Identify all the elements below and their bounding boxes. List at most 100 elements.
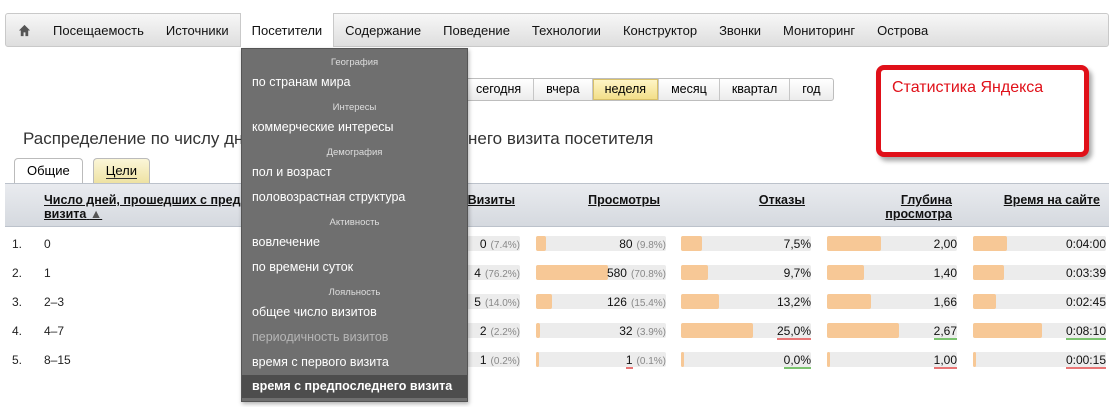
metric-value: 0 (7.4%) xyxy=(480,237,520,251)
metric-track xyxy=(681,236,811,251)
metric-percent: (0.1%) xyxy=(636,356,666,367)
menu-item-time-since-first[interactable]: время с первого визита xyxy=(252,355,389,369)
metric-value-text: 7,5% xyxy=(783,237,811,251)
metric-value: 580 (70.8%) xyxy=(607,266,666,280)
period-year[interactable]: год xyxy=(789,79,832,100)
metric-bar xyxy=(827,323,899,338)
metric-percent: (9.8%) xyxy=(636,240,666,251)
nav-item-behavior[interactable]: Поведение xyxy=(443,22,510,38)
table-row[interactable]: 3. 2–3 5 (14.0%) 126 (15.4%) 13,2% 1,66 0:02:45 xyxy=(5,289,1109,314)
metric-value-text: 4 xyxy=(474,266,481,280)
metric-value-text: 32 xyxy=(619,324,633,338)
metric-track xyxy=(681,352,811,367)
metric-bar xyxy=(827,294,871,309)
metric-value-text: 1,00 xyxy=(933,353,957,369)
row-label: 4–7 xyxy=(44,324,65,338)
annotation-text: Статистика Яндекса xyxy=(892,79,1044,96)
home-icon xyxy=(18,24,30,36)
home-button[interactable] xyxy=(6,14,42,46)
table-row[interactable]: 1. 0 0 (7.4%) 80 (9.8%) 7,5% 2,00 0:04:00 xyxy=(5,231,1109,256)
column-header-views[interactable]: Просмотры xyxy=(588,193,660,207)
period-today[interactable]: сегодня xyxy=(476,82,522,96)
metric-value: 1,66 xyxy=(934,295,957,309)
row-number: 3. xyxy=(12,295,23,309)
metric-value: 25,0% xyxy=(776,324,811,340)
period-quarter[interactable]: квартал xyxy=(718,79,789,100)
metric-value: 0:02:45 xyxy=(1066,295,1106,309)
metric-cell-bounces: 0,0% xyxy=(681,350,811,370)
menu-item-countries[interactable]: по странам мира xyxy=(252,75,351,89)
metric-percent: (0.2%) xyxy=(490,356,520,367)
metric-bar xyxy=(681,294,719,309)
table-header: Число дней, прошедших с пред визита ▲ Ви… xyxy=(5,183,1109,227)
metric-cell-bounces: 25,0% xyxy=(681,321,811,341)
metric-bar xyxy=(536,265,608,280)
menu-item-total-visits[interactable]: общее число визитов xyxy=(252,305,377,319)
period-month[interactable]: месяц xyxy=(658,79,719,100)
metric-percent: (76.2%) xyxy=(484,269,520,280)
tab-goals[interactable]: Цели xyxy=(92,158,151,183)
metric-percent: (15.4%) xyxy=(630,298,666,309)
metric-track xyxy=(681,265,811,280)
metric-value: 0:00:15 xyxy=(1065,353,1106,369)
metric-cell-depth: 1,66 xyxy=(827,292,957,312)
metric-value: 80 (9.8%) xyxy=(619,237,666,251)
menu-item-visit-frequency[interactable]: периодичность визитов xyxy=(252,330,389,344)
nav-item-content[interactable]: Содержание xyxy=(345,22,422,38)
column-header-bounces[interactable]: Отказы xyxy=(758,193,805,207)
metric-bar xyxy=(681,265,708,280)
menu-item-engagement[interactable]: вовлечение xyxy=(252,235,320,249)
metric-bar xyxy=(827,352,830,367)
nav-item-technologies[interactable]: Технологии xyxy=(531,22,601,38)
table-row[interactable]: 4. 4–7 2 (2.2%) 32 (3.9%) 25,0% 2,67 0:08:10 xyxy=(5,318,1109,343)
metric-value: 13,2% xyxy=(777,295,811,309)
column-header-time[interactable]: Время на сайте xyxy=(1003,193,1100,207)
menu-item-commercial-interests[interactable]: коммерческие интересы xyxy=(252,120,394,134)
menu-item-time-since-previous[interactable]: время с предпоследнего визита xyxy=(242,375,467,398)
nav-item-traffic[interactable]: Посещаемость xyxy=(53,22,144,38)
tab-general[interactable]: Общие xyxy=(14,158,83,183)
metric-value: 0:04:00 xyxy=(1066,237,1106,251)
metric-value-text: 0:04:00 xyxy=(1065,237,1106,251)
row-label: 1 xyxy=(44,266,51,280)
metric-value: 0:08:10 xyxy=(1065,324,1106,340)
metric-value: 0:03:39 xyxy=(1066,266,1106,280)
metric-value-text: 0:02:45 xyxy=(1065,295,1106,309)
period-yesterday[interactable]: вчера xyxy=(533,79,591,100)
menu-item-age-gender-structure[interactable]: половозрастная структура xyxy=(252,190,406,204)
metric-value-text: 1,66 xyxy=(933,295,957,309)
nav-item-constructor[interactable]: Конструктор xyxy=(622,22,698,38)
page-title-end: него визита посетителя xyxy=(468,129,654,148)
metric-value: 1 (0.2%) xyxy=(480,353,520,367)
nav-item-calls[interactable]: Звонки xyxy=(719,22,762,38)
nav-item-islands[interactable]: Острова xyxy=(877,22,929,38)
nav-item-monitoring[interactable]: Мониторинг xyxy=(783,22,856,38)
metric-percent: (7.4%) xyxy=(490,240,520,251)
metric-value: 32 (3.9%) xyxy=(619,324,666,338)
nav-item-visitors[interactable]: Посетители xyxy=(239,13,335,47)
metric-cell-bounces: 13,2% xyxy=(681,292,811,312)
period-week[interactable]: неделя xyxy=(591,79,659,100)
metric-cell-time: 0:04:00 xyxy=(973,234,1106,254)
table-row[interactable]: 5. 8–15 1 (0.2%) 1 (0.1%) 0,0% 1,00 0:00:15 xyxy=(5,347,1109,372)
report-tabs: Общие Цели xyxy=(14,158,160,183)
metric-percent: (14.0%) xyxy=(484,298,520,309)
metric-value-text: 580 xyxy=(606,266,627,280)
column-header-visits[interactable]: Визиты xyxy=(467,193,515,207)
metric-value-text: 0:08:10 xyxy=(1065,324,1106,340)
row-number: 5. xyxy=(12,353,23,367)
table-row[interactable]: 2. 1 4 (76.2%) 580 (70.8%) 9,7% 1,40 0:03:39 xyxy=(5,260,1109,285)
menu-item-time-of-day[interactable]: по времени суток xyxy=(252,260,354,274)
visitors-dropdown-menu: География по странам мира Интересы комме… xyxy=(241,48,468,402)
metric-value-text: 1,40 xyxy=(933,266,957,280)
row-label: 0 xyxy=(44,237,51,251)
column-header-days[interactable]: Число дней, прошедших с пред визита ▲ xyxy=(44,193,244,221)
metric-value-text: 2 xyxy=(479,324,487,338)
metric-bar xyxy=(536,352,539,367)
menu-item-gender-age[interactable]: пол и возраст xyxy=(252,165,332,179)
metric-value-text: 25,0% xyxy=(776,324,811,340)
metric-value-text: 1 xyxy=(479,353,487,367)
column-header-depth[interactable]: Глубина просмотра xyxy=(852,193,952,221)
nav-item-sources[interactable]: Источники xyxy=(165,22,229,38)
metric-track xyxy=(536,294,666,309)
